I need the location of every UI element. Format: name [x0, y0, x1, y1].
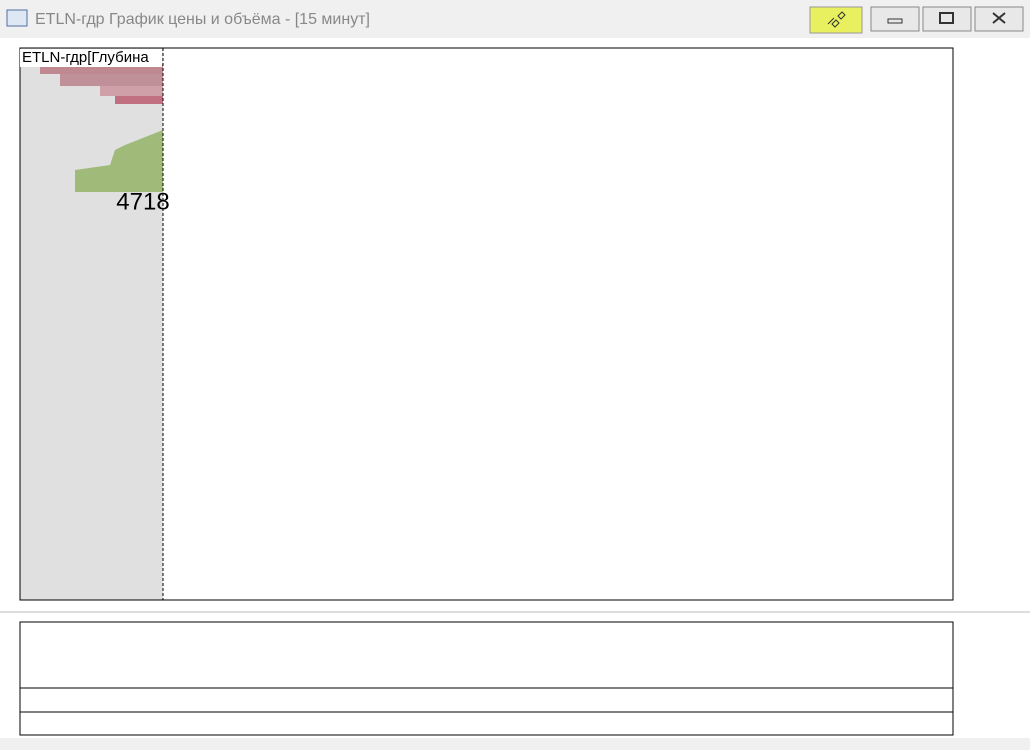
- link-icon: [827, 11, 846, 28]
- scrollbar[interactable]: [0, 738, 1030, 750]
- window-icon: [6, 9, 28, 27]
- chart-area: [0, 38, 1030, 738]
- window-title: ETLN-гдр График цены и объёма - [15 мину…: [35, 11, 370, 28]
- depth-panel: [20, 48, 163, 600]
- maximize-icon: [939, 12, 954, 24]
- depth-bars: [40, 64, 163, 192]
- minimize-icon: [887, 18, 903, 24]
- depth-volume: 4718: [116, 188, 169, 215]
- depth-title: ETLN-гдр[Глубина: [22, 49, 149, 66]
- maximize-button[interactable]: [922, 6, 972, 32]
- price-panel-border: [19, 47, 954, 601]
- close-icon: [992, 12, 1006, 24]
- depth-title-bg: [20, 49, 162, 67]
